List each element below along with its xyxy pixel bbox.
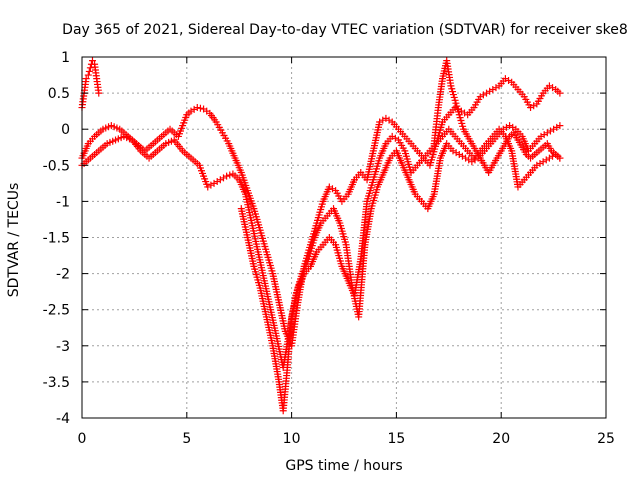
y-tick-labels: 1 0.5 0 -0.5 -1 -1.5 -2 -2.5 -3 -3.5 -4 — [43, 50, 70, 427]
series-4-markers — [430, 57, 564, 177]
data-point — [82, 75, 90, 83]
x-tick-label: 15 — [387, 431, 405, 447]
y-tick-label: -2.5 — [43, 303, 70, 319]
y-tick-label: -1 — [56, 194, 70, 210]
data-point — [85, 67, 93, 75]
y-tick-label: -3.5 — [43, 375, 70, 391]
data-point — [556, 89, 564, 97]
data-markers — [78, 57, 564, 415]
y-tick-label: -1.5 — [43, 231, 70, 247]
y-axis-label: SDTVAR / TECUs — [6, 183, 22, 298]
y-tick-label: -3 — [56, 339, 70, 355]
x-tick-labels: 0 5 10 15 20 25 — [78, 431, 615, 447]
y-tick-label: 0.5 — [48, 86, 70, 102]
y-tick-label: 1 — [61, 50, 70, 66]
data-point — [193, 104, 201, 112]
y-tick-label: 0 — [61, 122, 70, 138]
series-2-markers — [78, 122, 564, 371]
x-tick-label: 20 — [492, 431, 510, 447]
data-point — [556, 122, 564, 130]
x-axis-label: GPS time / hours — [285, 458, 402, 474]
y-tick-label: -2 — [56, 267, 70, 283]
x-tick-label: 10 — [283, 431, 301, 447]
series-1-markers — [78, 75, 564, 350]
x-tick-label: 25 — [597, 431, 615, 447]
data-point — [84, 71, 92, 79]
y-tick-label: -0.5 — [43, 158, 70, 174]
data-point — [556, 154, 564, 162]
axis-ticks — [81, 56, 607, 419]
data-point — [223, 172, 231, 180]
data-point — [95, 89, 103, 97]
series-3-markers — [237, 125, 564, 415]
y-tick-label: -4 — [56, 411, 70, 427]
data-point — [86, 64, 94, 72]
x-tick-label: 5 — [182, 431, 191, 447]
data-point — [226, 171, 234, 179]
data-point — [196, 104, 204, 112]
x-tick-label: 0 — [78, 431, 87, 447]
data-point — [88, 57, 96, 65]
chart-title: Day 365 of 2021, Sidereal Day-to-day VTE… — [62, 22, 628, 38]
